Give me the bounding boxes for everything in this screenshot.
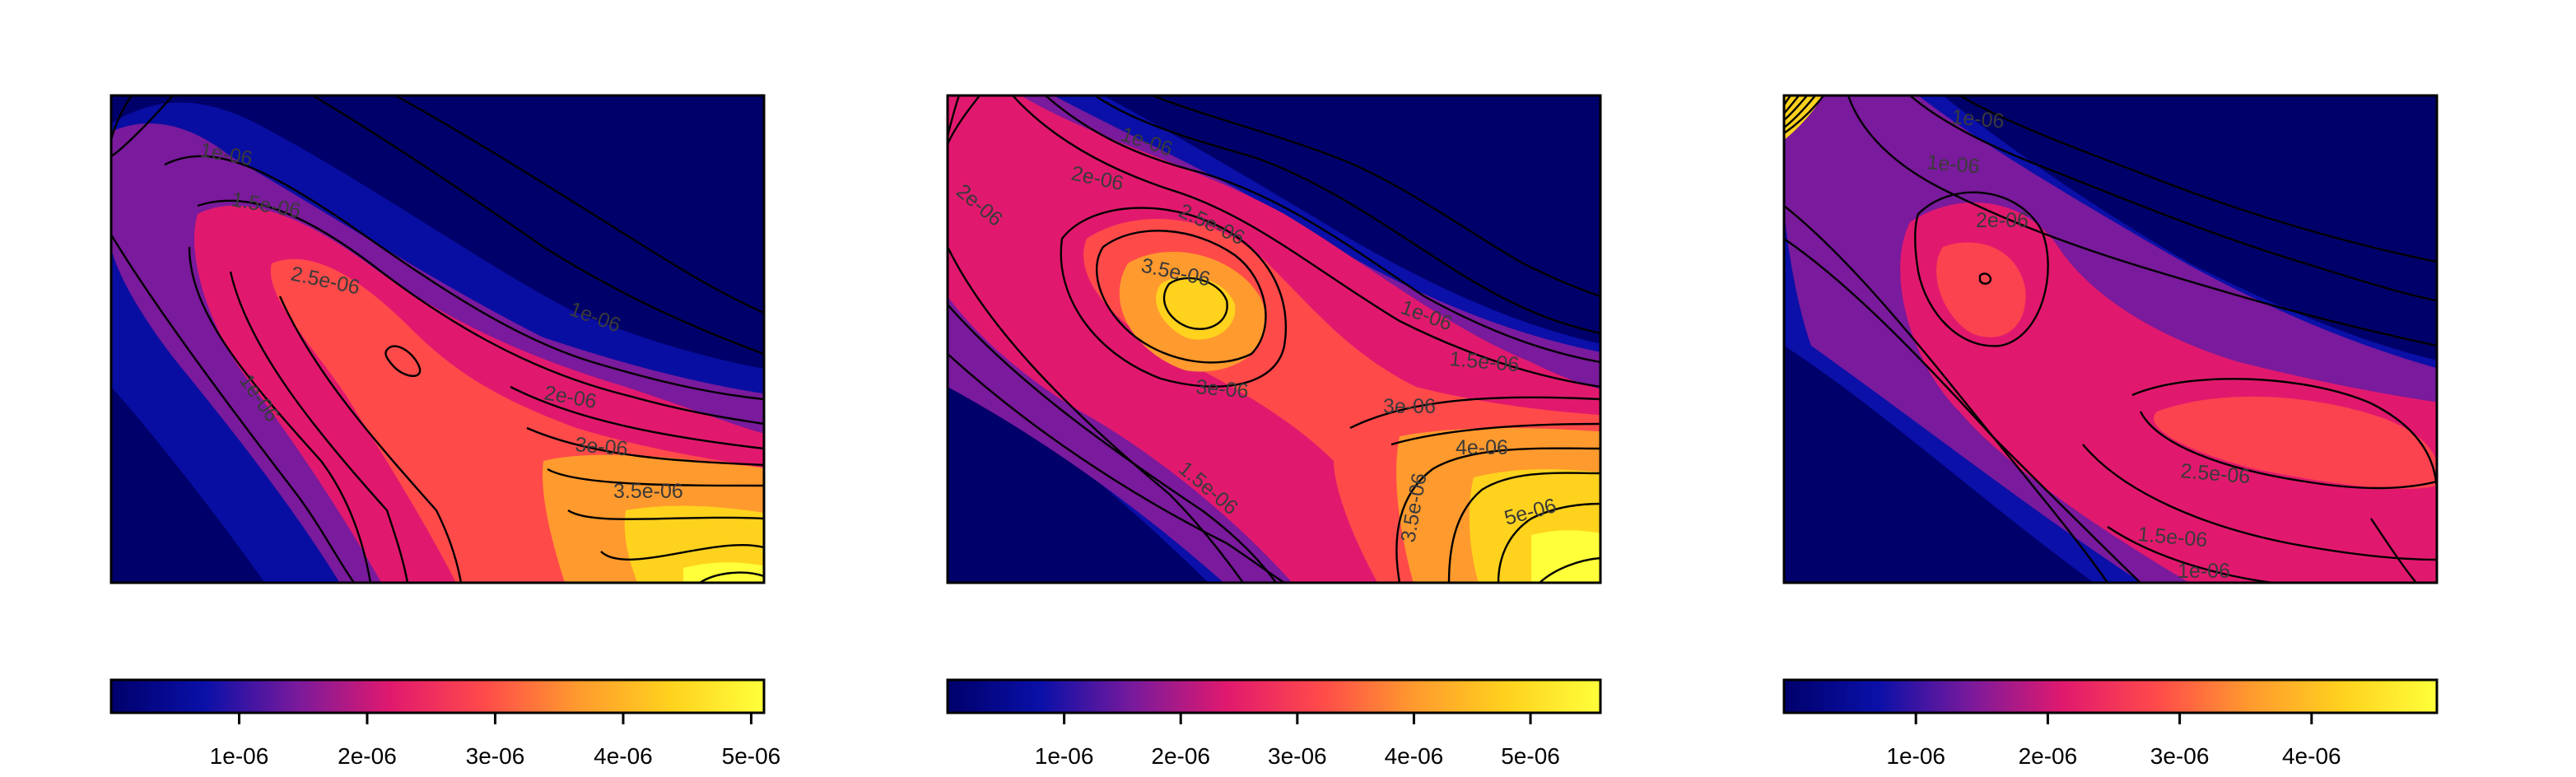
heatmap-3-band-3: [1900, 202, 2437, 583]
heatmap-3-band-4: [1936, 242, 2437, 489]
colorbar-frame: [109, 678, 766, 714]
panel-1-frame: [109, 94, 766, 584]
contour-label: 3.5e-06: [613, 480, 683, 503]
colorbar-tick-label: 4e-06: [1385, 743, 1444, 769]
heatmap-2-band-7: [1531, 530, 1600, 583]
colorbar-3: 1e-06 2e-06 3e-06 4e-06: [1782, 678, 2439, 769]
colorbar-tick-label: 2e-06: [2019, 743, 2078, 769]
heatmap-1-band-7: [683, 562, 764, 583]
contour-label: 1e-06: [1950, 105, 2005, 133]
colorbar-1: 1e-06 2e-06 3e-06 4e-06 5e-06: [109, 678, 781, 769]
colorbar-frame: [1782, 678, 2439, 714]
colorbar-gradient: [111, 680, 764, 713]
panel-3-frame: [1782, 94, 2439, 584]
contour-label: 3e-06: [1383, 395, 1436, 418]
colorbar-tick-label: 1e-06: [1035, 743, 1094, 769]
panel-2-frame: [946, 94, 1602, 584]
colorbar-tick-label: 3e-06: [2150, 743, 2210, 769]
colorbars: 1e-06 2e-06 3e-06 4e-06 5e-06 1e-06 2e-06 3e-06…: [109, 678, 2439, 769]
colorbar-tick-label: 5e-06: [722, 743, 781, 769]
contour-label: 2e-06: [1976, 209, 2029, 232]
colorbar-2: 1e-06 2e-06 3e-06 4e-06 5e-06: [946, 678, 1602, 769]
contour-lines-1: [111, 95, 764, 583]
colorbar-tick-label: 4e-06: [594, 743, 653, 769]
contour-label: 1e-06: [2178, 560, 2230, 583]
contour-lines-2: [948, 95, 1600, 583]
contour-label: 3e-06: [1195, 375, 1249, 402]
colorbar-gradient: [948, 680, 1600, 713]
colorbar-tick-label: 3e-06: [466, 743, 525, 769]
colorbar-tick-label: 3e-06: [1268, 743, 1327, 769]
colorbar-tick-label: 1e-06: [1886, 743, 1945, 769]
colorbar-tick-label: 1e-06: [210, 743, 269, 769]
colorbar-frame: [946, 678, 1602, 714]
contour-lines-3: [1784, 95, 2437, 583]
heatmap-2-band-6: [1156, 277, 1600, 583]
colorbar-tick-label: 2e-06: [338, 743, 397, 769]
colorbar-tick-label: 4e-06: [2282, 743, 2341, 769]
panel-2: 1e-06 2e-06 2e-06 2.5e-06 3.5e-06 3e-06 …: [946, 94, 1602, 584]
contour-labels-3: 1e-06 1e-06 2e-06 2.5e-06 1.5e-06 1e-06: [1926, 105, 2251, 583]
contour-label: 4e-06: [1456, 436, 1508, 459]
colorbar-tick-label: 2e-06: [1151, 743, 1210, 769]
panel-1: 1e-06 1.5e-06 2.5e-06 2e-06 3e-06 3.5e-0…: [109, 94, 766, 584]
panel-3: 1e-06 1e-06 2e-06 2.5e-06 1.5e-06 1e-06: [1782, 94, 2439, 584]
colorbar-tick-label: 5e-06: [1501, 743, 1560, 769]
contour-label: 3e-06: [574, 433, 628, 460]
colorbar-gradient: [1784, 680, 2437, 713]
contour-label: 1e-06: [1926, 151, 1980, 178]
